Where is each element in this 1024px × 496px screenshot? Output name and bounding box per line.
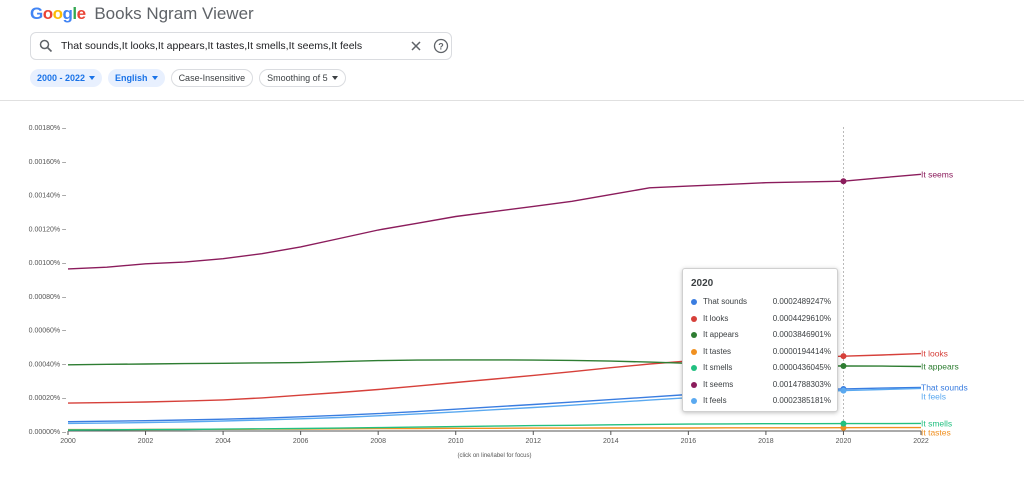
tooltip-row: It tastes 0.0000194414%	[691, 346, 835, 360]
x-tick-label: 2010	[448, 438, 464, 445]
y-tick-label: 0.00080% –	[29, 294, 66, 301]
series-focus-point	[840, 420, 847, 427]
series-color-dot	[691, 365, 697, 371]
date-range-chip[interactable]: 2000 - 2022	[30, 69, 103, 87]
tooltip-row: It looks 0.0004429610%	[691, 313, 835, 327]
y-tick-label: 0.00000% –	[29, 429, 66, 436]
date-range-label: 2000 - 2022	[37, 73, 86, 83]
tooltip-series-value: 0.0004429610%	[772, 313, 831, 323]
x-tick-label: 2006	[293, 438, 309, 445]
tooltip-series-name: It seems	[703, 379, 734, 389]
x-tick-label: 2000	[60, 438, 76, 445]
x-tick-label: 2014	[603, 438, 619, 445]
tooltip-series-name: That sounds	[703, 297, 748, 306]
series-color-dot	[691, 348, 697, 355]
smoothing-chip[interactable]: Smoothing of 5	[259, 69, 346, 87]
corpus-label: English	[115, 73, 148, 83]
y-tick-label: 0.00140% –	[29, 193, 66, 200]
app-logo[interactable]: Google Books Ngram Viewer	[30, 4, 254, 24]
series-line[interactable]	[67, 173, 922, 270]
series-end-label[interactable]: It appears	[921, 361, 959, 371]
search-box[interactable]: That sounds,It looks,It appears,It taste…	[30, 32, 452, 60]
x-tick-label: 2012	[525, 438, 541, 445]
series-end-label[interactable]: That sounds	[921, 382, 968, 392]
svg-text:?: ?	[438, 42, 444, 52]
series-end-label[interactable]: It smells	[921, 418, 952, 428]
tooltip-series-value: 0.0003846901%	[772, 330, 831, 339]
case-insensitive-chip[interactable]: Case-Insensitive	[170, 69, 254, 87]
series-end-label[interactable]: It seems	[921, 169, 953, 179]
series-end-label[interactable]: It looks	[921, 349, 948, 359]
y-tick-label: 0.00160% –	[29, 159, 66, 166]
series-line[interactable]	[67, 422, 922, 431]
series-focus-point	[840, 387, 847, 394]
tooltip-series-value: 0.0014788303%	[772, 379, 831, 389]
filter-bar: 2000 - 2022 English Case-Insensitive Smo…	[30, 69, 346, 87]
series-color-dot	[691, 315, 697, 322]
series-end-label[interactable]: It feels	[921, 391, 946, 401]
chevron-down-icon	[151, 76, 158, 80]
header-divider	[0, 100, 1024, 101]
series-color-dot	[691, 398, 697, 404]
series-color-dot	[691, 381, 697, 388]
tooltip-series-name: It tastes	[703, 346, 732, 356]
tooltip-row: It seems 0.0014788303%	[691, 379, 835, 393]
case-insensitive-label: Case-Insensitive	[178, 73, 246, 83]
clear-icon[interactable]	[409, 39, 423, 53]
tooltip-row: That sounds 0.0002489247%	[691, 296, 835, 310]
x-tick-label: 2020	[836, 438, 852, 445]
series-focus-point	[840, 178, 847, 185]
y-tick-label: 0.00100% –	[29, 260, 66, 267]
year-tooltip: 2020 That sounds 0.0002489247% It looks 0.0…	[682, 268, 838, 412]
series-color-dot	[691, 299, 697, 305]
x-tick-label: 2004	[215, 438, 231, 445]
tooltip-row: It appears 0.0003846901%	[691, 329, 835, 343]
y-tick-label: 0.00060% –	[29, 328, 66, 335]
tooltip-year: 2020	[691, 278, 714, 289]
series-color-dot	[691, 332, 697, 338]
tooltip-row: It feels 0.0002385181%	[691, 395, 835, 409]
tooltip-series-name: It looks	[703, 313, 729, 323]
tooltip-series-value: 0.0000194414%	[772, 346, 831, 356]
google-wordmark: Google	[30, 4, 86, 23]
x-tick-label: 2022	[913, 438, 929, 445]
series-focus-point	[840, 362, 847, 369]
tooltip-row: It smells 0.0000436045%	[691, 362, 835, 376]
tooltip-series-value: 0.0002385181%	[772, 396, 831, 405]
tooltip-series-name: It appears	[703, 330, 739, 339]
corpus-chip[interactable]: English	[108, 69, 165, 87]
smoothing-label: Smoothing of 5	[267, 73, 328, 83]
x-tick-label: 2018	[758, 438, 774, 445]
axis-note: (click on line/label for focus)	[457, 453, 531, 459]
y-tick-label: 0.00180% –	[29, 125, 66, 132]
x-tick-label: 2008	[370, 438, 386, 445]
series-end-label[interactable]: It tastes	[921, 427, 951, 437]
tooltip-series-name: It smells	[703, 363, 733, 372]
x-tick-label: 2002	[138, 438, 154, 445]
app-title: Books Ngram Viewer	[94, 4, 254, 23]
y-tick-label: 0.00020% –	[29, 395, 66, 402]
y-tick-label: 0.00040% –	[29, 361, 66, 368]
tooltip-series-value: 0.0002489247%	[772, 297, 831, 306]
search-icon	[39, 39, 53, 53]
chevron-down-icon	[331, 76, 338, 80]
help-icon[interactable]: ?	[433, 38, 449, 54]
chevron-down-icon	[89, 76, 96, 80]
series-focus-point	[840, 353, 847, 360]
search-input[interactable]: That sounds,It looks,It appears,It taste…	[61, 40, 363, 52]
y-tick-label: 0.00120% –	[29, 226, 66, 233]
x-tick-label: 2016	[681, 438, 697, 445]
tooltip-series-value: 0.0000436045%	[772, 363, 831, 372]
tooltip-series-name: It feels	[703, 396, 727, 405]
